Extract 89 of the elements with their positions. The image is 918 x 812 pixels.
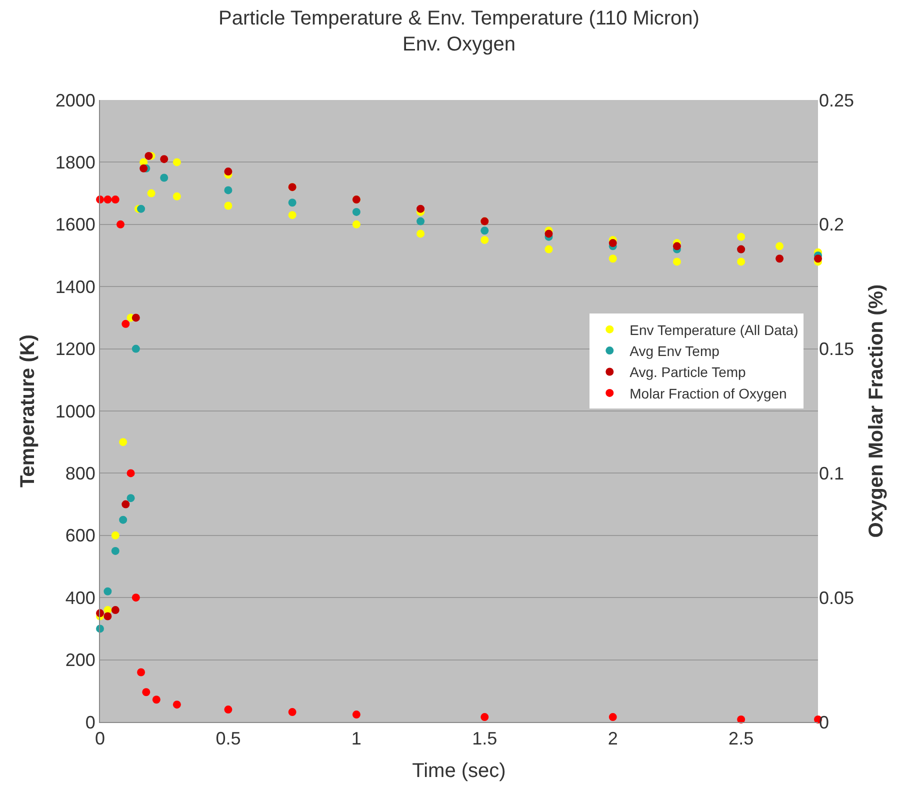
y-tick-label: 1600 xyxy=(55,214,96,235)
point xyxy=(160,155,168,164)
point xyxy=(224,706,232,714)
point xyxy=(142,688,150,696)
point xyxy=(224,186,232,194)
point xyxy=(111,196,120,204)
point xyxy=(137,668,146,676)
y2-tick-label: 0 xyxy=(819,712,830,732)
point xyxy=(480,236,489,244)
x-tick-label: 2.5 xyxy=(728,728,754,749)
x-axis-title: Time (sec) xyxy=(412,760,506,782)
point xyxy=(288,211,296,220)
point xyxy=(111,546,120,555)
point xyxy=(104,587,112,596)
point xyxy=(608,239,617,248)
point xyxy=(111,606,120,614)
x-tick-label: 1.5 xyxy=(472,728,498,749)
y2-tick-label: 0.25 xyxy=(819,90,854,110)
point xyxy=(672,258,681,266)
point xyxy=(104,612,112,620)
y-tick-label: 400 xyxy=(65,588,96,608)
point xyxy=(352,208,360,216)
point xyxy=(172,192,181,200)
point xyxy=(172,700,181,709)
point xyxy=(104,196,112,204)
y-tick-label: 2000 xyxy=(55,90,96,110)
point xyxy=(132,314,140,322)
point xyxy=(172,158,181,166)
chart-title: Particle Temperature & Env. Temperature (110 Micron) xyxy=(218,7,700,30)
point xyxy=(608,254,617,263)
y2-axis-title: Oxygen Molar Fraction (%) xyxy=(866,284,888,538)
point xyxy=(122,320,130,328)
point xyxy=(126,494,135,502)
point xyxy=(352,220,360,228)
y-tick-label: 600 xyxy=(65,526,96,546)
chart-subtitle: Env. Oxygen xyxy=(402,33,516,56)
point xyxy=(119,516,128,524)
point xyxy=(140,164,148,172)
y-tick-label: 200 xyxy=(65,650,96,670)
y2-tick-label: 0.2 xyxy=(819,214,844,235)
point xyxy=(132,594,140,602)
point xyxy=(776,242,784,250)
point xyxy=(608,713,617,722)
legend-label: Avg. Particle Temp xyxy=(630,364,746,380)
point xyxy=(416,230,425,238)
point xyxy=(737,258,746,266)
point xyxy=(288,708,296,716)
point xyxy=(137,204,146,213)
point xyxy=(224,202,232,210)
point xyxy=(116,220,125,228)
point xyxy=(160,174,168,182)
y-tick-label: 800 xyxy=(65,464,96,484)
point xyxy=(132,344,140,353)
point xyxy=(480,226,489,235)
point xyxy=(288,198,296,207)
point xyxy=(416,204,425,213)
point xyxy=(144,152,153,160)
y-tick-label: 1000 xyxy=(55,401,96,422)
point xyxy=(126,469,135,478)
point xyxy=(119,438,128,446)
point xyxy=(544,245,553,254)
point xyxy=(147,189,156,198)
y-tick-label: 1200 xyxy=(55,339,96,360)
legend-label: Avg Env Temp xyxy=(630,343,720,359)
point xyxy=(480,713,489,722)
y-tick-label: 0 xyxy=(85,712,96,732)
y-axis-title: Temperature (K) xyxy=(16,334,39,488)
point xyxy=(416,217,425,226)
legend-label: Env Temperature (All Data) xyxy=(630,322,798,338)
point xyxy=(122,500,130,508)
y-tick-label: 1800 xyxy=(55,152,96,172)
x-tick-label: 0.5 xyxy=(216,728,241,749)
point xyxy=(672,242,681,250)
point xyxy=(776,254,784,263)
point xyxy=(224,168,232,176)
point xyxy=(352,710,360,719)
legend-label: Molar Fraction of Oxygen xyxy=(630,385,787,402)
y2-tick-label: 0.1 xyxy=(819,464,844,484)
point xyxy=(152,696,160,704)
point xyxy=(737,716,746,724)
x-tick-label: 1 xyxy=(351,728,362,749)
point xyxy=(111,531,120,540)
point xyxy=(544,230,553,238)
point xyxy=(814,254,822,263)
y2-tick-label: 0.15 xyxy=(819,339,854,360)
y-tick-label: 1400 xyxy=(55,276,96,297)
x-tick-label: 2 xyxy=(608,728,618,749)
point xyxy=(737,232,746,241)
y2-tick-label: 0.05 xyxy=(819,588,854,608)
